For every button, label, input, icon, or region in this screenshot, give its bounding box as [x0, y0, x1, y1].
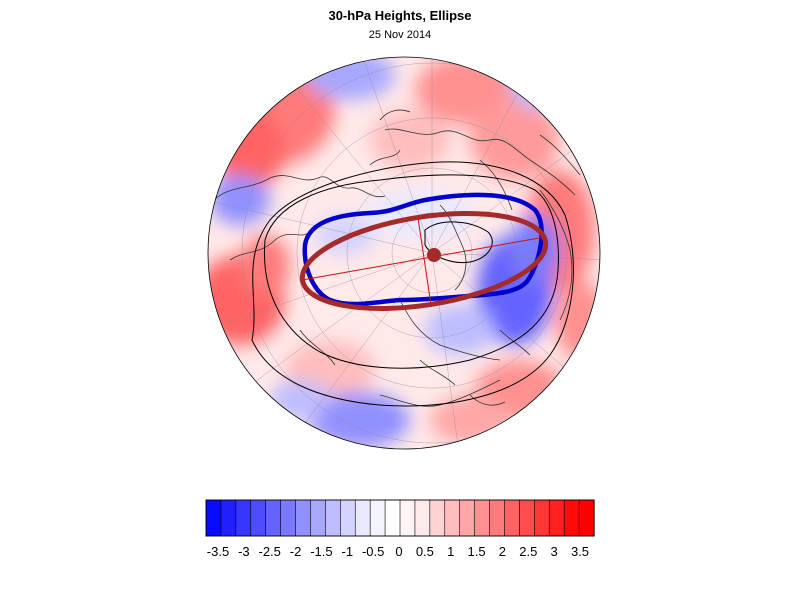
map-title: 30-hPa Heights, Ellipse [328, 8, 472, 23]
colorbar-tick-label: 0 [395, 544, 402, 559]
colorbar-tick-label: -0.5 [362, 544, 384, 559]
colorbar-swatch [295, 499, 312, 537]
colorbar-swatch [489, 499, 506, 537]
colorbar-swatch [429, 499, 446, 537]
colorbar-tick-label: -1 [342, 544, 354, 559]
colorbar-swatch [265, 499, 282, 537]
coastlines [213, 109, 581, 407]
colorbar-swatch [578, 499, 595, 537]
colorbar-tick-label: 1 [447, 544, 454, 559]
colorbar-tick-label: 3.5 [571, 544, 589, 559]
colorbar-tick-label: -3.5 [207, 544, 229, 559]
colorbar-swatch [280, 499, 297, 537]
colorbar-tick-label: 0.5 [416, 544, 434, 559]
colorbar-swatch [444, 499, 461, 537]
colorbar-swatch [534, 499, 550, 537]
colorbar-swatch [220, 499, 237, 537]
colorbar-labels: -3.5 -3 -2.5 -2 -1.5 -1 -0.5 0 0.5 1 1.5 2 2.5 3 3.5 [207, 544, 589, 559]
colorbar-swatches [205, 499, 595, 537]
globe-outline [207, 56, 601, 450]
colorbar-swatch [340, 499, 356, 537]
colorbar-swatch [548, 499, 565, 537]
colorbar-tick-label: 3 [551, 544, 558, 559]
colorbar-swatch [459, 499, 476, 537]
colorbar-swatch [369, 499, 386, 537]
vortex-ellipse [299, 210, 549, 312]
colorbar-tick-label: -3 [238, 544, 250, 559]
map-date: 25 Nov 2014 [368, 29, 432, 41]
colorbar-swatch [474, 499, 491, 537]
colorbar-swatch [519, 499, 535, 537]
colorbar-tick-label: 2 [499, 544, 506, 559]
ellipse-minor-axis [417, 217, 432, 306]
colorbar-tick-label: 1.5 [468, 544, 486, 559]
ellipse-center-marker [427, 248, 441, 262]
colorbar-swatch [504, 499, 520, 537]
colorbar-swatch [563, 499, 580, 537]
colorbar-swatch [250, 499, 267, 537]
colorbar-tick-label: -2.5 [259, 544, 281, 559]
colorbar-tick-label: 2.5 [519, 544, 537, 559]
colorbar-swatch [414, 499, 431, 537]
colorbar-swatch [354, 499, 371, 537]
globe [207, 56, 601, 450]
colorbar-swatch [399, 499, 416, 537]
colorbar-swatch [235, 499, 252, 537]
colorbar-swatch [325, 499, 341, 537]
colorbar-frame [205, 499, 595, 537]
vortex-edge-contour [302, 192, 544, 307]
colorbar: -3.5 -3 -2.5 -2 -1.5 -1 -0.5 0 0.5 1 1.5 2 2.5 3 3.5 [205, 499, 595, 559]
colorbar-swatch [205, 499, 222, 537]
ellipse-major-axis [301, 236, 546, 281]
colorbar-swatch [384, 499, 401, 537]
colorbar-tick-label: -1.5 [310, 544, 332, 559]
colorbar-tick-label: -2 [290, 544, 302, 559]
colorbar-swatch [310, 499, 326, 537]
